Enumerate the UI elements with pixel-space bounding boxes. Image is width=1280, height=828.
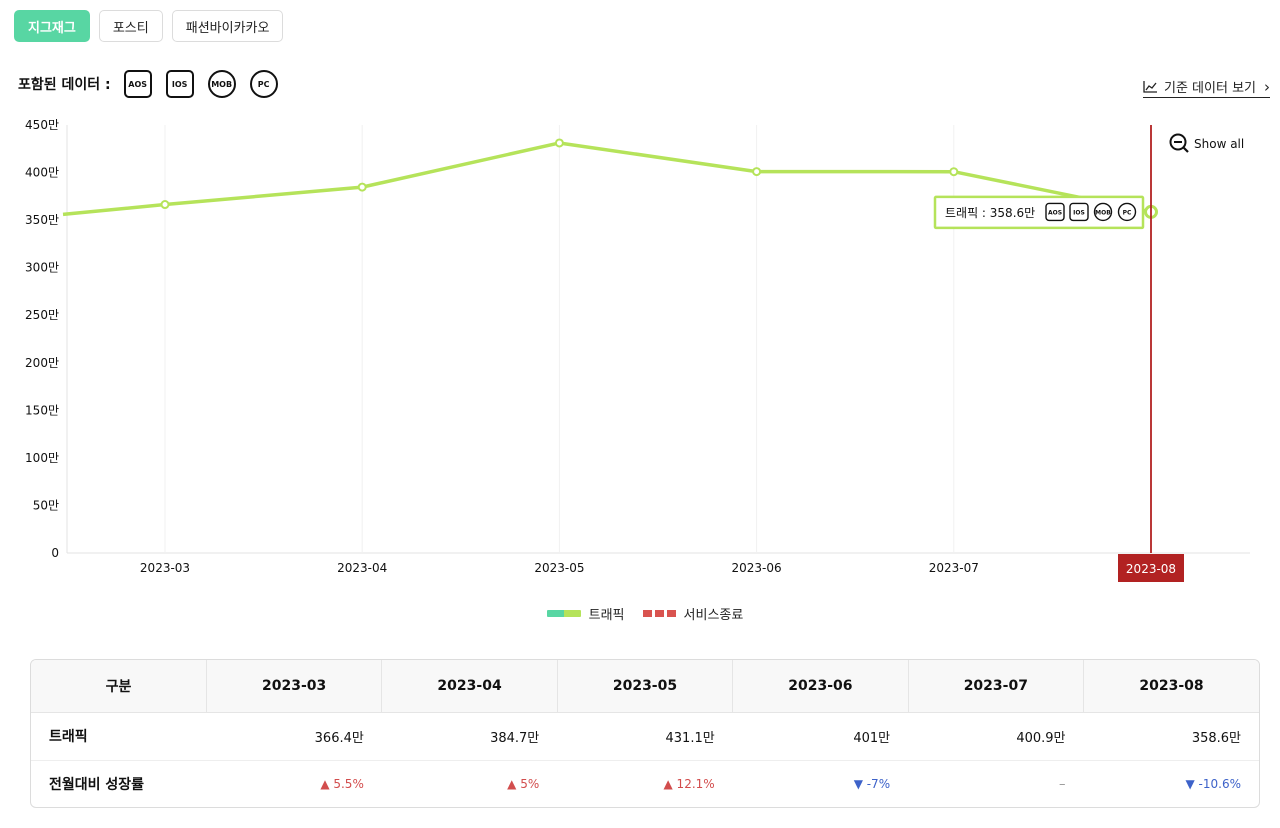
service-end-tick-bg bbox=[1118, 554, 1184, 582]
x-tick-label: 2023-03 bbox=[140, 561, 190, 575]
y-tick-label: 450만 bbox=[25, 118, 59, 132]
zoom-out-icon bbox=[1169, 133, 1187, 151]
growth-cell: ▼ -10.6% bbox=[1185, 777, 1242, 792]
x-tick-label: 2023-05 bbox=[534, 561, 584, 575]
icon-label: PC bbox=[1123, 209, 1132, 216]
ios-icon: IOS bbox=[165, 70, 194, 98]
table-header-col: 2023-05 bbox=[557, 660, 734, 713]
traffic-chart: 0 50만 100만 150만 200만 250만 300만 350만 400만 450만 202… bbox=[25, 118, 1250, 582]
included-data-label: 포함된 데이터 : bbox=[18, 77, 111, 93]
x-tick-label-highlight: 2023-08 bbox=[1126, 562, 1176, 576]
ios-icon: IOS bbox=[1069, 202, 1089, 222]
icon-label: MOB bbox=[1095, 209, 1111, 216]
legend-item-traffic[interactable]: 트래픽 bbox=[546, 604, 625, 623]
y-tick-label: 200만 bbox=[25, 356, 59, 370]
y-tick-label: 350만 bbox=[25, 213, 59, 227]
tooltip-box bbox=[933, 195, 1145, 230]
legend-swatch-traffic bbox=[546, 610, 581, 617]
aos-icon: AOS bbox=[123, 70, 152, 98]
data-point[interactable] bbox=[949, 167, 959, 177]
table-header-col: 2023-04 bbox=[381, 660, 558, 713]
data-point[interactable] bbox=[357, 182, 367, 192]
icon-frame bbox=[1069, 202, 1089, 222]
traffic-table: 구분 2023-03 2023-04 2023-05 2023-06 2023-… bbox=[30, 659, 1260, 808]
y-tick-label: 0 bbox=[51, 546, 59, 560]
x-tick-label: 2023-04 bbox=[337, 561, 387, 575]
chart-legend: 트래픽 서비스종료 bbox=[0, 604, 1280, 623]
show-all-label: Show all bbox=[1194, 137, 1244, 151]
table-header-label: 구분 bbox=[31, 660, 207, 713]
table-cell: 431.1만 bbox=[557, 712, 733, 761]
tab-fashion-by-kakao[interactable]: 패션바이카카오 bbox=[171, 10, 284, 42]
y-tick-label: 300만 bbox=[25, 261, 59, 275]
y-tick-label: 50만 bbox=[33, 498, 59, 512]
y-tick-label: 400만 bbox=[25, 166, 59, 180]
mob-icon: MOB bbox=[1093, 202, 1113, 222]
table-cell: 384.7만 bbox=[381, 712, 558, 761]
table-header-col: 2023-06 bbox=[732, 660, 909, 713]
included-data: 포함된 데이터 : AOS IOS MOB PC bbox=[18, 70, 278, 98]
line-chart-icon bbox=[1143, 81, 1157, 93]
table-row-traffic: 트래픽 366.4만 384.7만 431.1만 401만 400.9만 358… bbox=[31, 712, 1259, 761]
x-tick-label: 2023-06 bbox=[732, 561, 782, 575]
base-data-link-label: 기준 데이터 보기 bbox=[1164, 81, 1256, 96]
table-cell: 366.4만 bbox=[206, 712, 382, 761]
data-point[interactable] bbox=[554, 138, 564, 148]
icon-frame bbox=[1045, 202, 1065, 222]
table-header-col: 2023-03 bbox=[206, 660, 383, 713]
tab-zigzag[interactable]: 지그재그 bbox=[14, 10, 90, 42]
row-label: 트래픽 bbox=[31, 712, 207, 761]
growth-cell: ▲ 12.1% bbox=[663, 777, 715, 792]
aos-icon: AOS bbox=[1045, 202, 1065, 222]
growth-cell: – bbox=[1059, 776, 1066, 792]
row-label: 전월대비 성장률 bbox=[49, 777, 145, 794]
icon-label: AOS bbox=[1048, 209, 1062, 216]
legend-item-service-end[interactable]: 서비스종료 bbox=[642, 604, 744, 623]
tooltip-text: 트래픽 : 358.6만 bbox=[945, 206, 1035, 220]
mob-icon: MOB bbox=[207, 70, 236, 98]
company-tabs: 지그재그 포스티 패션바이카카오 bbox=[14, 10, 284, 42]
legend-label-traffic: 트래픽 bbox=[588, 608, 625, 623]
data-point[interactable] bbox=[160, 200, 170, 210]
data-point[interactable] bbox=[752, 167, 762, 177]
legend-label-service-end: 서비스종료 bbox=[683, 608, 744, 623]
growth-cell: ▲ 5% bbox=[507, 777, 540, 792]
y-tick-label: 250만 bbox=[25, 308, 59, 322]
table-header-col: 2023-07 bbox=[908, 660, 1085, 713]
x-tick-label: 2023-07 bbox=[929, 561, 979, 575]
chevron-right-icon: › bbox=[1264, 77, 1270, 96]
table-row-growth: 전월대비 성장률 ▲ 5.5% ▲ 5% ▲ 12.1% ▼ -7% – ▼ -… bbox=[31, 760, 1259, 807]
tab-posty[interactable]: 포스티 bbox=[98, 10, 163, 42]
growth-cell: ▲ 5.5% bbox=[320, 777, 364, 792]
legend-swatch-service-end bbox=[642, 610, 676, 617]
icon-frame bbox=[1117, 202, 1137, 222]
table-cell: 358.6만 bbox=[1083, 712, 1259, 761]
table-header-row: 구분 2023-03 2023-04 2023-05 2023-06 2023-… bbox=[31, 660, 1259, 713]
y-tick-label: 150만 bbox=[25, 403, 59, 417]
y-tick-label: 100만 bbox=[25, 451, 59, 465]
table-header-col: 2023-08 bbox=[1083, 660, 1259, 713]
icon-label: IOS bbox=[1073, 209, 1085, 216]
pc-icon: PC bbox=[249, 70, 278, 98]
table-cell: 401만 bbox=[732, 712, 909, 761]
show-all-button[interactable]: Show all bbox=[1169, 133, 1245, 153]
base-data-link[interactable]: 기준 데이터 보기 › bbox=[1143, 77, 1270, 98]
pc-icon: PC bbox=[1117, 202, 1137, 222]
icon-frame bbox=[1093, 202, 1113, 222]
growth-cell: ▼ -7% bbox=[853, 777, 891, 792]
table-cell: 400.9만 bbox=[908, 712, 1084, 761]
